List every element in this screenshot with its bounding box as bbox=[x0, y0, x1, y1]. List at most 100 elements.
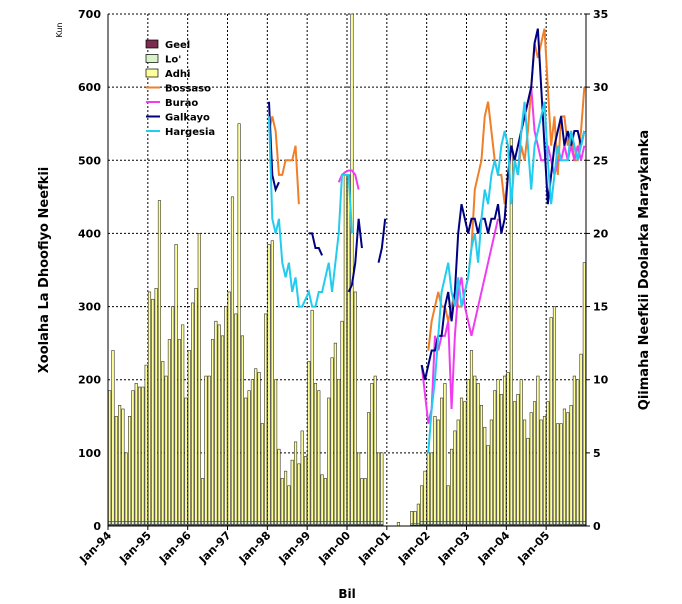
bar bbox=[194, 521, 198, 525]
bar bbox=[552, 306, 557, 522]
y-tick-label: 0 bbox=[93, 520, 101, 533]
y-tick-label: 500 bbox=[78, 154, 101, 167]
bar bbox=[473, 521, 477, 525]
bar bbox=[456, 419, 460, 522]
bar bbox=[151, 298, 155, 522]
bar bbox=[360, 478, 364, 522]
legend-swatch bbox=[145, 68, 159, 78]
bar bbox=[526, 521, 530, 525]
bar bbox=[293, 521, 298, 525]
bar bbox=[250, 379, 254, 522]
bar bbox=[147, 291, 152, 522]
bar bbox=[280, 478, 284, 522]
bar bbox=[154, 521, 158, 525]
x-tick-label: Jan-97 bbox=[196, 529, 234, 567]
bar bbox=[230, 521, 235, 525]
bar bbox=[167, 339, 171, 522]
bar bbox=[224, 306, 228, 522]
bar bbox=[240, 521, 244, 525]
bar bbox=[284, 470, 288, 522]
bar bbox=[317, 390, 321, 522]
bar bbox=[513, 401, 517, 522]
bar bbox=[277, 521, 281, 525]
bar bbox=[440, 397, 444, 522]
bar bbox=[287, 485, 291, 522]
bar bbox=[486, 445, 490, 522]
bar bbox=[496, 379, 500, 522]
bar bbox=[108, 521, 112, 525]
bar bbox=[509, 521, 513, 525]
bar bbox=[134, 521, 138, 525]
bar bbox=[317, 521, 321, 525]
bar bbox=[267, 244, 271, 522]
bar bbox=[257, 372, 261, 522]
bar bbox=[191, 302, 195, 522]
bar bbox=[330, 521, 334, 525]
bar bbox=[247, 390, 251, 522]
bar bbox=[333, 521, 337, 525]
bar bbox=[114, 415, 118, 522]
bar bbox=[323, 478, 327, 522]
bar bbox=[453, 430, 457, 522]
bar bbox=[214, 320, 218, 522]
y2-tick-label: 15 bbox=[593, 301, 608, 314]
bar bbox=[330, 357, 334, 522]
bar bbox=[327, 521, 331, 525]
bar bbox=[128, 415, 132, 522]
bar bbox=[144, 521, 148, 525]
bar bbox=[519, 521, 523, 525]
bar bbox=[114, 521, 118, 525]
bar bbox=[503, 375, 507, 522]
bar bbox=[118, 405, 122, 522]
bar bbox=[569, 405, 573, 522]
bar bbox=[373, 521, 377, 525]
bar bbox=[181, 521, 185, 525]
bar bbox=[559, 423, 563, 522]
bar bbox=[307, 361, 311, 522]
bar bbox=[347, 174, 351, 522]
bar bbox=[576, 379, 580, 522]
line-series bbox=[267, 28, 586, 380]
bar bbox=[171, 521, 175, 525]
bar bbox=[516, 521, 520, 525]
bar bbox=[566, 521, 570, 525]
bar bbox=[347, 521, 351, 525]
bar bbox=[556, 423, 560, 522]
bar bbox=[539, 419, 543, 522]
bar bbox=[523, 521, 527, 525]
bar bbox=[370, 521, 374, 525]
bar bbox=[201, 521, 205, 525]
bar bbox=[207, 521, 211, 525]
bar bbox=[436, 521, 440, 525]
bar bbox=[211, 521, 215, 525]
bar bbox=[582, 521, 586, 525]
bar bbox=[542, 415, 547, 522]
y-tick-label: 700 bbox=[78, 8, 101, 21]
bar bbox=[529, 521, 533, 525]
bar bbox=[516, 394, 520, 522]
bar bbox=[453, 521, 457, 525]
bar bbox=[523, 419, 527, 522]
bar bbox=[413, 511, 417, 525]
bar bbox=[131, 521, 135, 525]
bar bbox=[217, 324, 221, 522]
bar bbox=[227, 521, 231, 525]
bar bbox=[479, 521, 483, 525]
bar bbox=[476, 383, 480, 522]
bar bbox=[128, 521, 132, 525]
bar bbox=[277, 448, 281, 522]
y2-tick-label: 25 bbox=[593, 154, 608, 167]
bar bbox=[536, 521, 540, 525]
bar bbox=[509, 138, 513, 522]
bar bbox=[519, 379, 523, 522]
bar bbox=[144, 364, 148, 522]
y-tick-label: 300 bbox=[78, 301, 101, 314]
bar bbox=[181, 324, 185, 522]
bar bbox=[337, 521, 341, 525]
bar bbox=[240, 335, 244, 522]
bar bbox=[111, 350, 115, 522]
bar bbox=[430, 452, 434, 522]
bar bbox=[373, 375, 377, 522]
bar bbox=[562, 521, 566, 525]
bar bbox=[493, 521, 497, 525]
